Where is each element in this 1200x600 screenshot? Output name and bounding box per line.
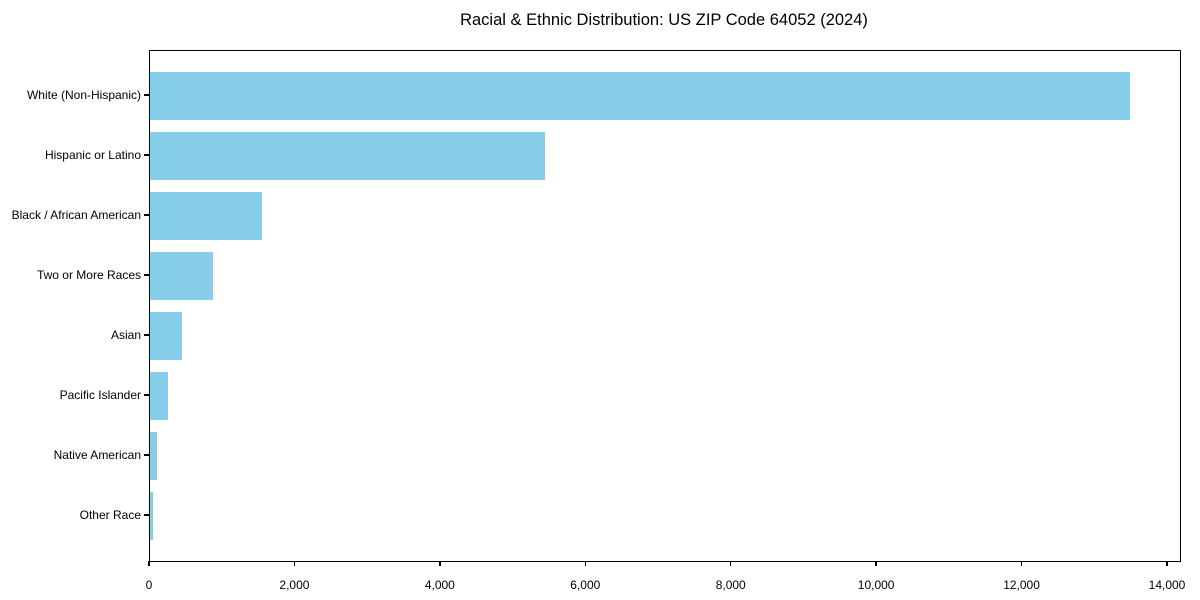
- y-tick-mark: [143, 514, 149, 516]
- x-tick-mark: [148, 561, 150, 567]
- x-tick-mark: [439, 561, 441, 567]
- y-tick-label-asian: Asian: [110, 328, 141, 342]
- y-tick-label-pacific-islander: Pacific Islander: [59, 388, 141, 402]
- bar-black-african-american: [150, 192, 262, 240]
- y-tick-label-white-non-hispanic: White (Non-Hispanic): [26, 88, 141, 102]
- y-tick-mark: [143, 154, 149, 156]
- bar-native-american: [150, 432, 157, 480]
- x-tick-mark: [730, 561, 732, 567]
- y-tick-mark: [143, 94, 149, 96]
- y-tick-mark: [143, 334, 149, 336]
- chart-title: Racial & Ethnic Distribution: US ZIP Cod…: [460, 11, 868, 29]
- x-tick-label: 14,000: [1148, 578, 1186, 592]
- x-tick-label: 2,000: [279, 578, 310, 592]
- y-tick-label-two-or-more-races: Two or More Races: [36, 268, 141, 282]
- x-tick-label: 12,000: [1003, 578, 1040, 592]
- y-tick-label-hispanic-or-latino: Hispanic or Latino: [44, 148, 141, 162]
- x-tick-mark: [875, 561, 877, 567]
- y-tick-label-other-race: Other Race: [79, 508, 141, 522]
- plot-area: [149, 50, 1181, 562]
- bar-white-non-hispanic: [150, 72, 1131, 120]
- y-tick-mark: [143, 454, 149, 456]
- x-tick-mark: [584, 561, 586, 567]
- bar-other-race: [150, 492, 153, 540]
- x-tick-mark: [293, 561, 296, 567]
- y-tick-mark: [143, 274, 149, 276]
- y-tick-mark: [143, 394, 149, 396]
- x-tick-mark: [1166, 561, 1168, 567]
- x-tick-label: 6,000: [570, 578, 601, 592]
- bar-two-or-more-races: [150, 252, 213, 300]
- y-tick-label-black-african-american: Black / African American: [11, 208, 141, 222]
- y-tick-label-native-american: Native American: [53, 448, 141, 462]
- x-tick-label: 8,000: [715, 578, 746, 592]
- bar-asian: [150, 312, 182, 360]
- x-tick-label: 10,000: [857, 578, 895, 592]
- x-tick-label: 4,000: [424, 578, 455, 592]
- bar-hispanic-or-latino: [150, 132, 546, 180]
- x-tick-label: 0: [145, 578, 153, 592]
- x-tick-mark: [1020, 561, 1023, 567]
- bar-pacific-islander: [150, 372, 168, 420]
- y-tick-mark: [143, 214, 149, 216]
